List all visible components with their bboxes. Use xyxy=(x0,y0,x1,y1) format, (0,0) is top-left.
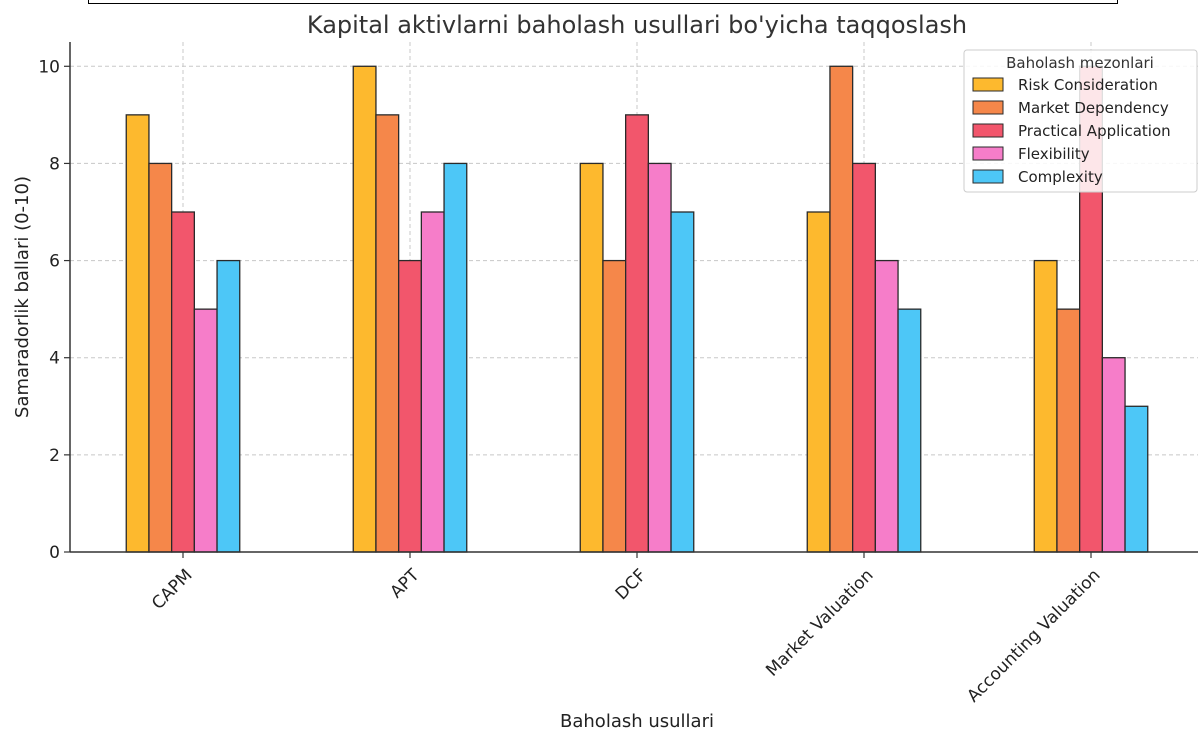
x-tick-label: APT xyxy=(387,565,424,602)
bar-complexity-market-valuation xyxy=(897,308,922,553)
bar-market-dependency-market-valuation xyxy=(829,65,854,553)
bar-flexibility-accounting-valuation xyxy=(1101,357,1126,553)
bar-practical-application-market-valuation xyxy=(852,162,877,553)
x-ticks: CAPM APT DCF Market Valuation Accounting Val… xyxy=(148,552,1105,706)
x-tick-label: Accounting Valuation xyxy=(963,565,1104,706)
y-tick-label: 0 xyxy=(49,543,60,563)
x-axis-label: Baholash usullari xyxy=(560,711,714,729)
bar-market-dependency-accounting-valuation xyxy=(1056,308,1081,553)
bar-risk-consideration-capm xyxy=(125,114,150,553)
legend-swatch xyxy=(972,100,1004,115)
figure-frame-top xyxy=(88,0,1118,4)
axes xyxy=(69,42,1198,553)
legend-swatch xyxy=(972,146,1004,161)
legend-title: Baholash mezonlari xyxy=(1006,54,1154,72)
bar-risk-consideration-accounting-valuation xyxy=(1033,259,1058,553)
bar-flexibility-apt xyxy=(420,211,445,553)
legend-box xyxy=(963,49,1198,193)
x-tick-label: Market Valuation xyxy=(762,565,877,680)
legend-swatch xyxy=(972,77,1004,92)
bars xyxy=(125,65,1149,553)
bar-complexity-dcf xyxy=(670,211,695,553)
y-tick-label: 2 xyxy=(49,446,60,466)
bar-practical-application-apt xyxy=(397,259,422,553)
legend-entry: Market Dependency xyxy=(1018,99,1169,117)
bar-flexibility-market-valuation xyxy=(874,259,899,553)
y-ticks: 0 2 4 6 8 10 xyxy=(38,57,70,563)
bar-risk-consideration-market-valuation xyxy=(806,211,831,553)
y-axis-label: Samaradorlik ballari (0-10) xyxy=(12,176,33,418)
bar-complexity-capm xyxy=(216,259,241,553)
legend-swatch xyxy=(972,169,1004,184)
y-tick-label: 10 xyxy=(38,57,60,77)
x-tick-label: CAPM xyxy=(148,565,196,613)
legend-swatch xyxy=(972,123,1004,138)
bar-flexibility-dcf xyxy=(647,162,672,553)
bar-risk-consideration-dcf xyxy=(579,162,604,553)
bar-market-dependency-capm xyxy=(148,162,173,553)
legend-entry: Complexity xyxy=(1018,168,1103,186)
bar-risk-consideration-apt xyxy=(352,65,377,553)
bar-market-dependency-apt xyxy=(375,114,400,553)
legend: Baholash mezonlari Risk Consideration Mar… xyxy=(963,49,1198,193)
y-tick-label: 6 xyxy=(49,252,60,272)
chart-title: Kapital aktivlarni baholash usullari bo'… xyxy=(307,11,967,39)
bar-market-dependency-dcf xyxy=(602,259,627,553)
legend-entry: Practical Application xyxy=(1018,122,1171,140)
legend-entry: Risk Consideration xyxy=(1018,76,1158,94)
bar-complexity-apt xyxy=(443,162,468,553)
bar-practical-application-dcf xyxy=(625,114,650,553)
x-tick-label: DCF xyxy=(612,565,651,604)
y-tick-label: 8 xyxy=(49,154,60,174)
y-tick-label: 4 xyxy=(49,349,60,369)
legend-entry: Flexibility xyxy=(1018,145,1090,163)
bar-flexibility-capm xyxy=(193,308,218,553)
bar-practical-application-capm xyxy=(170,211,195,553)
bar-complexity-accounting-valuation xyxy=(1124,405,1149,553)
